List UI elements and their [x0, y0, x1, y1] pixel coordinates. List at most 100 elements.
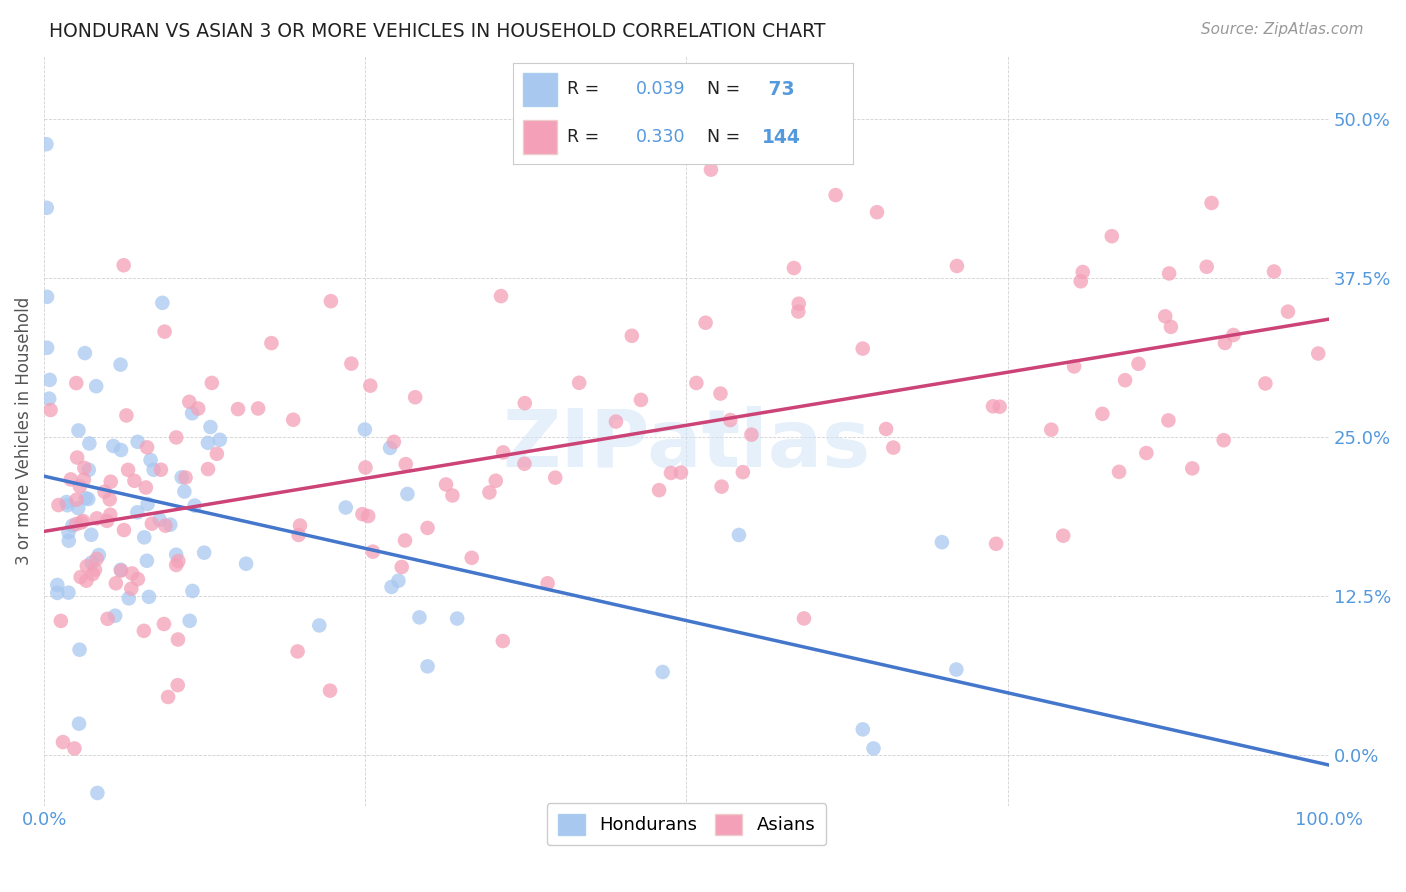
Text: HONDURAN VS ASIAN 3 OR MORE VEHICLES IN HOUSEHOLD CORRELATION CHART: HONDURAN VS ASIAN 3 OR MORE VEHICLES IN …	[49, 22, 825, 41]
Point	[1213, 336, 1236, 351]
Point	[416, 659, 439, 673]
Point	[136, 440, 159, 454]
Point	[605, 415, 627, 429]
Point	[165, 430, 187, 444]
Point	[69, 570, 91, 584]
Point	[659, 466, 682, 480]
Point	[394, 533, 416, 548]
Point	[382, 434, 405, 449]
Point	[100, 475, 122, 489]
Point	[710, 480, 733, 494]
Point	[142, 463, 165, 477]
Point	[852, 723, 875, 737]
Point	[395, 457, 418, 471]
Point	[120, 582, 142, 596]
Point	[67, 501, 90, 516]
Point	[1212, 434, 1234, 448]
Y-axis label: 3 or more Vehicles in Household: 3 or more Vehicles in Household	[15, 296, 32, 565]
Point	[197, 462, 219, 476]
Point	[124, 474, 146, 488]
Point	[104, 608, 127, 623]
Point	[630, 392, 652, 407]
Point	[138, 590, 160, 604]
Point	[568, 376, 591, 390]
Point	[235, 557, 257, 571]
Point	[1159, 267, 1181, 281]
Point	[1135, 446, 1157, 460]
Point	[110, 564, 132, 578]
Point	[93, 484, 115, 499]
Point	[416, 521, 439, 535]
Point	[132, 624, 155, 638]
Point	[862, 741, 884, 756]
Point	[648, 483, 671, 497]
Point	[35, 137, 58, 152]
Point	[1254, 376, 1277, 391]
Point	[73, 461, 96, 475]
Point	[39, 403, 62, 417]
Point	[118, 591, 141, 606]
Point	[65, 517, 87, 532]
Point	[35, 201, 58, 215]
Point	[260, 336, 283, 351]
Point	[319, 683, 342, 698]
Point	[709, 386, 731, 401]
Point	[200, 420, 222, 434]
Point	[65, 376, 87, 390]
Point	[48, 498, 70, 512]
Point	[485, 474, 508, 488]
Point	[62, 518, 84, 533]
Point	[165, 558, 187, 572]
Point	[38, 392, 60, 406]
Point	[98, 508, 121, 522]
Point	[1195, 260, 1218, 274]
Point	[65, 492, 87, 507]
Point	[58, 533, 80, 548]
Text: ZIPatlas: ZIPatlas	[502, 407, 870, 484]
Point	[396, 487, 419, 501]
Point	[695, 316, 717, 330]
Point	[46, 586, 69, 600]
Point	[121, 566, 143, 581]
Point	[353, 422, 375, 436]
Point	[1201, 196, 1223, 211]
Point	[136, 497, 159, 511]
Point	[1222, 328, 1244, 343]
Point	[87, 548, 110, 562]
Point	[208, 433, 231, 447]
Point	[56, 498, 79, 512]
Point	[984, 537, 1007, 551]
Point	[37, 341, 59, 355]
Point	[685, 376, 707, 390]
Point	[58, 585, 80, 599]
Point	[134, 530, 156, 544]
Point	[335, 500, 357, 515]
Point	[141, 516, 163, 531]
Point	[945, 663, 967, 677]
Point	[84, 563, 107, 577]
Point	[73, 346, 96, 360]
Point	[408, 610, 430, 624]
Point	[75, 491, 97, 506]
Point	[404, 390, 426, 404]
Point	[700, 162, 723, 177]
Point	[69, 642, 91, 657]
Point	[931, 535, 953, 549]
Point	[103, 439, 125, 453]
Point	[135, 481, 157, 495]
Point	[728, 528, 751, 542]
Point	[988, 400, 1011, 414]
Point	[127, 505, 149, 519]
Point	[127, 572, 149, 586]
Point	[96, 514, 118, 528]
Point	[179, 614, 201, 628]
Point	[866, 205, 889, 219]
Point	[155, 518, 177, 533]
Point	[193, 546, 215, 560]
Point	[1154, 310, 1177, 324]
Point	[1263, 264, 1285, 278]
Point	[287, 644, 309, 658]
Point	[59, 472, 82, 486]
Point	[247, 401, 270, 416]
Point	[1128, 357, 1150, 371]
